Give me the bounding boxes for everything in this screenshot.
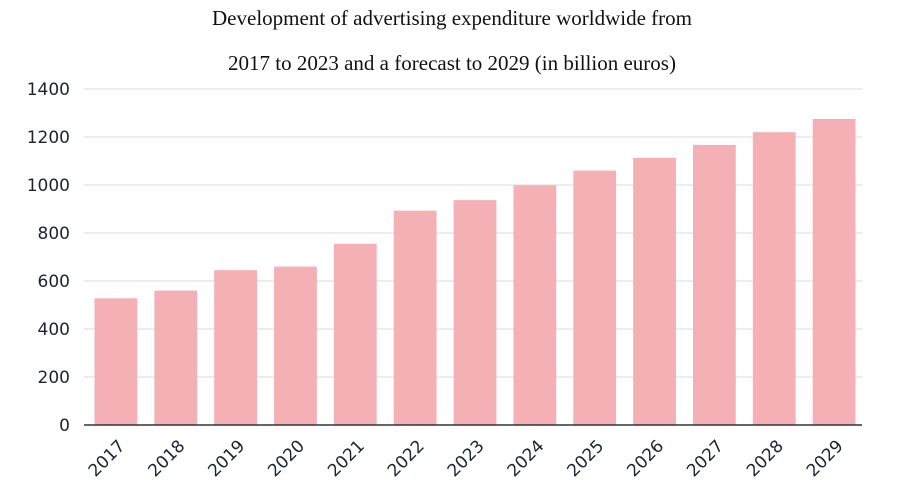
y-tick-label: 200 [38,368,70,388]
bar [513,185,557,425]
x-tick-label: 2017 [85,436,130,481]
x-tick-label: 2026 [623,436,668,481]
x-tick-label: 2028 [743,436,788,481]
bar [214,270,258,425]
bar [393,210,437,425]
x-tick-label: 2018 [145,436,190,481]
y-tick-label: 800 [38,224,70,244]
bar [154,290,198,425]
y-tick-label: 0 [59,416,70,436]
chart-subtitle: 2017 to 2023 and a forecast to 2029 (in … [228,51,676,75]
x-tick-label: 2023 [444,436,489,481]
bar [752,132,796,425]
chart-title: Development of advertising expenditure w… [212,6,692,30]
x-tick-label: 2027 [683,436,728,481]
y-tick-label: 400 [38,320,70,340]
x-tick-label: 2019 [204,436,249,481]
bar [633,157,676,425]
bar [573,170,617,425]
x-tick-label: 2024 [504,436,549,481]
bar [333,243,377,425]
bar [274,266,317,425]
x-tick-label: 2020 [264,436,309,481]
x-tick-label: 2029 [803,436,848,481]
bar [453,200,497,425]
bar [94,298,138,425]
bar [812,119,856,425]
y-tick-label: 600 [38,272,70,292]
y-tick-label: 1000 [27,176,70,196]
x-tick-label: 2022 [384,436,429,481]
y-tick-label: 1400 [27,80,70,100]
x-tick-label: 2025 [563,436,608,481]
bar [692,144,736,426]
x-tick-label: 2021 [324,436,369,481]
y-tick-label: 1200 [27,128,70,148]
